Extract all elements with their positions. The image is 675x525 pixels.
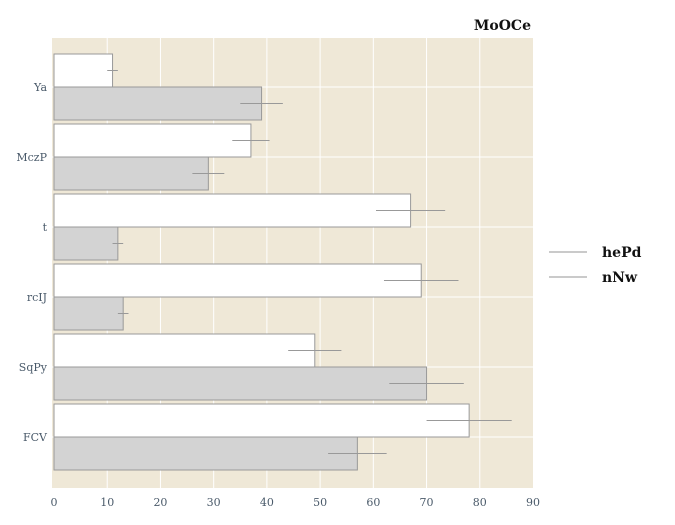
- legend-label-hePd: hePd: [602, 245, 642, 261]
- y-tick-label: MczP: [16, 151, 47, 164]
- x-tick-label: 40: [260, 496, 274, 509]
- error-bars-group: [107, 70, 512, 454]
- x-tick-label: 10: [100, 496, 114, 509]
- bars-group: [53, 53, 470, 471]
- x-tick-label: 30: [207, 496, 221, 509]
- bar-hePd-Ya: [53, 53, 114, 88]
- bar-hePd-FCV: [53, 403, 470, 438]
- x-axis-ticks: 0 10 20 30 40 50 60 70 80 90: [51, 496, 541, 509]
- x-tick-label: 60: [366, 496, 380, 509]
- legend-label-nNw: nNw: [602, 270, 638, 286]
- y-tick-label: rcIJ: [27, 291, 47, 304]
- bar-nNw-FCV: [53, 436, 358, 471]
- legend: hePd nNw: [549, 245, 642, 286]
- x-tick-label: 50: [313, 496, 327, 509]
- chart-title: MoOCe: [474, 18, 531, 34]
- bar-hePd-rcIJ: [53, 263, 422, 298]
- bar-nNw-rcIJ: [53, 296, 124, 331]
- bar-nNw-MczP: [53, 156, 209, 191]
- x-tick-label: 90: [526, 496, 540, 509]
- y-tick-label: t: [43, 221, 48, 234]
- x-tick-label: 80: [473, 496, 487, 509]
- bar-nNw-Ya: [53, 86, 263, 121]
- x-tick-label: 0: [51, 496, 58, 509]
- bar-hePd-SqPy: [53, 333, 316, 368]
- y-tick-label: FCV: [23, 431, 48, 444]
- bar-hePd-t: [53, 193, 412, 228]
- y-tick-label: SqPy: [19, 361, 48, 374]
- bar-nNw-SqPy: [53, 366, 428, 401]
- bar-hePd-MczP: [53, 123, 252, 158]
- x-tick-label: 20: [153, 496, 167, 509]
- x-tick-label: 70: [420, 496, 434, 509]
- y-axis-ticks: Ya MczP t rcIJ SqPy FCV: [16, 81, 48, 444]
- bar-nNw-t: [53, 226, 119, 261]
- y-tick-label: Ya: [33, 81, 47, 94]
